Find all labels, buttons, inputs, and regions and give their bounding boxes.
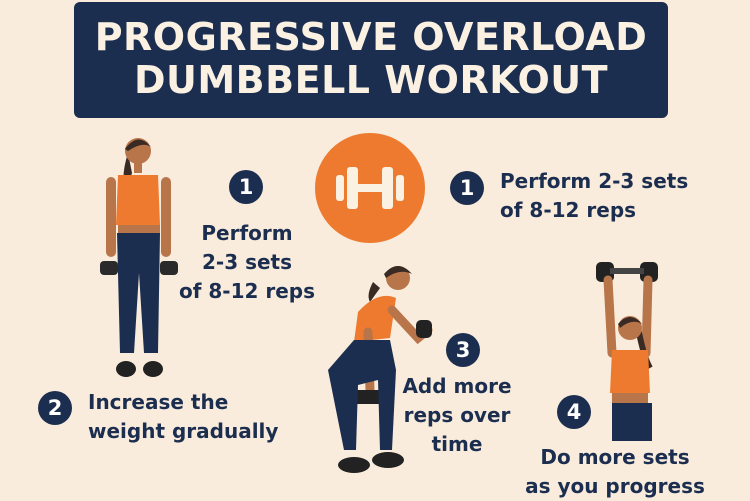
bent-over-row-woman-illustration	[328, 266, 433, 473]
step-1-right-line: Perform 2-3 sets	[500, 169, 689, 193]
step-3-line: time	[431, 432, 483, 456]
step-1-right-line: of 8-12 reps	[500, 198, 637, 222]
step-3-line: reps over	[403, 403, 511, 427]
step-2-line: Increase the	[88, 390, 229, 414]
title-line-1: PROGRESSIVE OVERLOAD	[94, 15, 648, 59]
step-3-text: Add more reps over time	[397, 372, 517, 459]
step-1-left-line: Perform	[201, 221, 293, 245]
step-1-right-text: Perform 2-3 sets of 8-12 reps	[500, 167, 688, 225]
overhead-press-woman-illustration	[596, 262, 658, 441]
step-1-left-badge: 1	[229, 170, 263, 204]
step-4-text: Do more sets as you progress	[515, 443, 715, 501]
title-line-2: DUMBBELL WORKOUT	[133, 58, 609, 102]
step-3-badge: 3	[446, 333, 480, 367]
dumbbell-icon	[315, 133, 425, 243]
step-4-badge: 4	[557, 395, 591, 429]
title-banner: PROGRESSIVE OVERLOAD DUMBBELL WORKOUT	[74, 2, 668, 118]
step-2-text: Increase the weight gradually	[88, 388, 278, 446]
step-2-badge: 2	[38, 391, 72, 425]
step-4-line: Do more sets	[540, 445, 690, 469]
step-4-line: as you progress	[525, 474, 705, 498]
step-1-left-line: of 8-12 reps	[178, 279, 316, 303]
step-1-left-text: Perform 2-3 sets of 8-12 reps	[177, 219, 317, 306]
standing-woman-illustration	[100, 138, 178, 377]
step-1-left-line: 2-3 sets	[201, 250, 293, 274]
step-3-line: Add more	[402, 374, 512, 398]
step-2-line: weight gradually	[88, 419, 279, 443]
step-1-right-badge: 1	[450, 171, 484, 205]
